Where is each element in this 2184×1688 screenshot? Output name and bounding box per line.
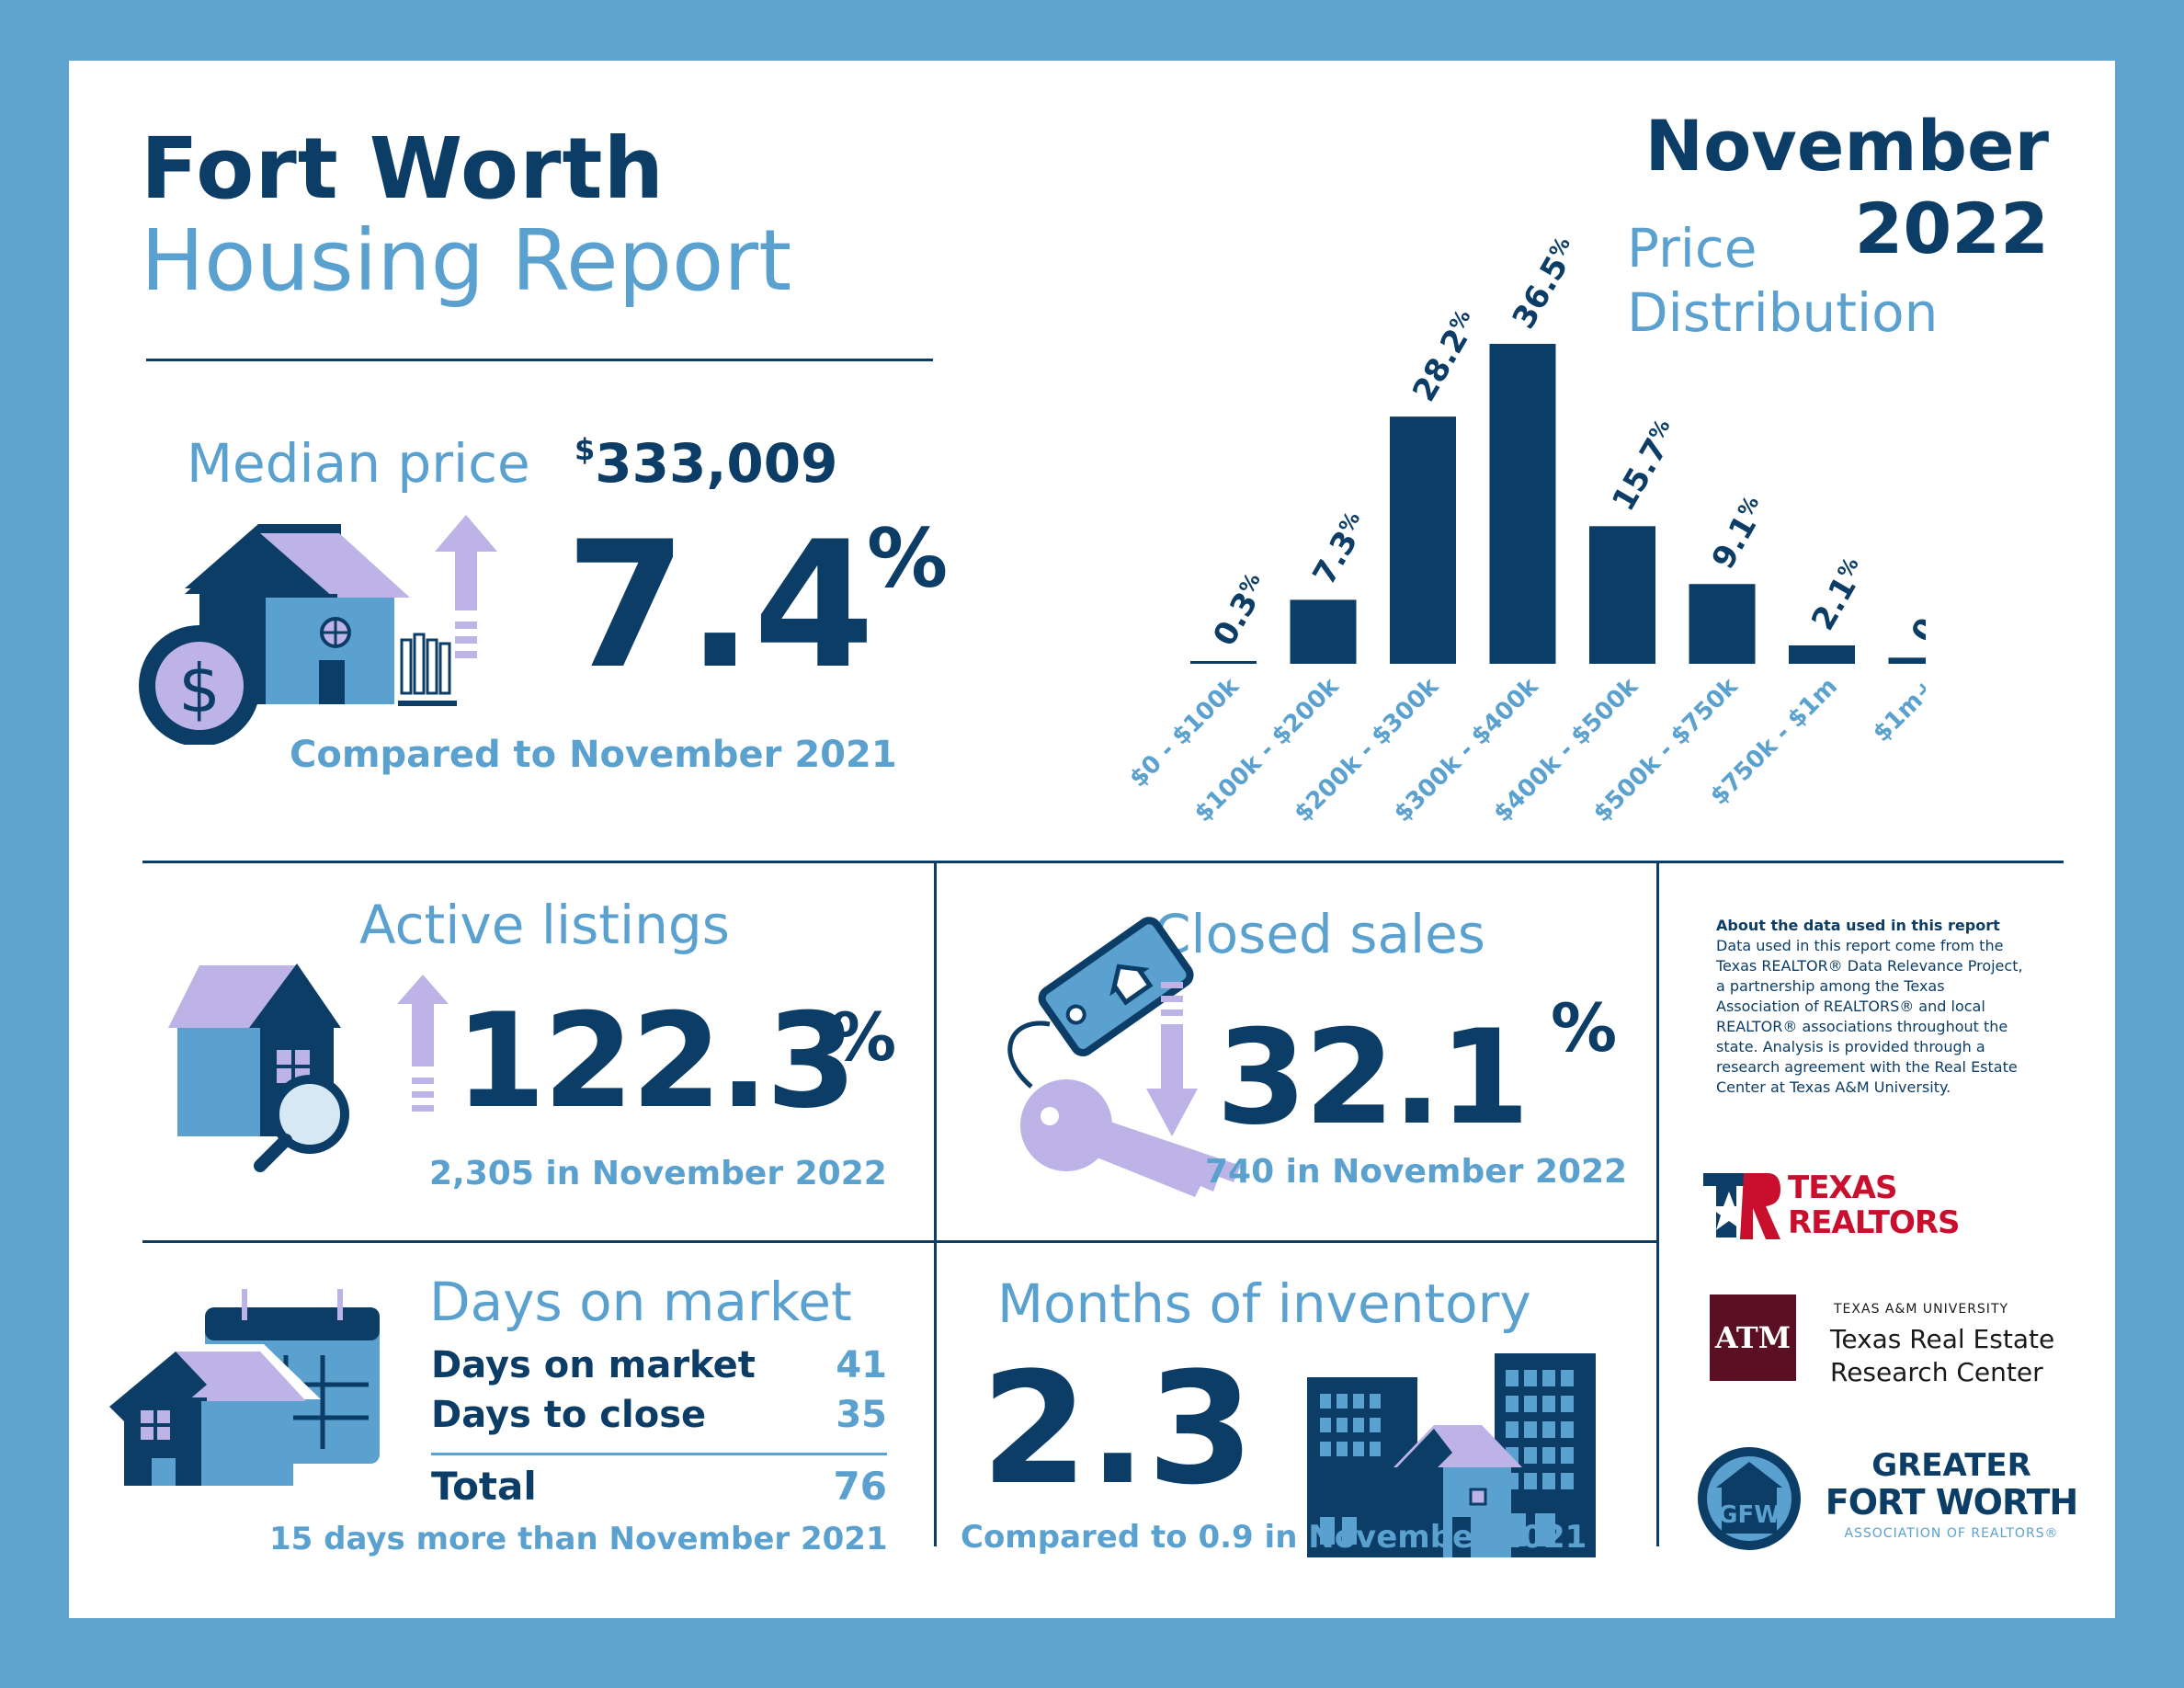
house-search-illustration [168, 964, 349, 1172]
total-row-label: Total [431, 1464, 537, 1509]
gfw-mark: GFW [1718, 1501, 1780, 1529]
texas-realtors-line1: TEXAS [1788, 1169, 1897, 1206]
dom-row-value: 41 [836, 1344, 887, 1386]
chart-value-label: 2.1% [1804, 553, 1874, 636]
days-on-market-title: Days on market [429, 1271, 852, 1333]
chart-bar [1489, 344, 1556, 664]
gfw-line2: FORT WORTH [1825, 1482, 2078, 1523]
closed-down-arrow-icon [1146, 982, 1198, 1136]
chart-value-label: 0.7% [1905, 565, 1926, 649]
chart-value-label: 36.5% [1506, 233, 1587, 336]
dom-comparison: 15 days more than November 2021 [269, 1521, 888, 1557]
chart-title-line1: Price [1627, 217, 1757, 279]
about-line: Data used in this report come from the [1716, 937, 2004, 954]
dtc-row-label: Days to close [431, 1394, 707, 1436]
tamu-line1: Texas Real Estate [1830, 1324, 2055, 1354]
city-title: Fort Worth [141, 120, 665, 218]
total-row-value: 76 [833, 1464, 887, 1509]
magnifier-icon [270, 1075, 349, 1154]
year-label: 2022 [1854, 188, 2049, 269]
median-change-value: 7.4 [565, 504, 875, 707]
section-divider-main [142, 861, 2064, 863]
house-dollar-illustration: $ [139, 524, 457, 745]
chart-value-label: 0.3% [1206, 568, 1276, 652]
total-divider [431, 1453, 887, 1455]
buildings-illustration [1307, 1353, 1596, 1557]
house-side [201, 1401, 293, 1486]
closed-sales-percent: % [1551, 989, 1618, 1066]
house-roof [260, 533, 410, 598]
header-divider [146, 359, 933, 361]
months-inventory-comparison: Compared to 0.9 in November 2021 [961, 1519, 1587, 1556]
median-price-amount: 333,009 [595, 432, 838, 495]
active-up-arrow-icon [397, 975, 449, 1112]
tamu-line2: Research Center [1830, 1357, 2043, 1387]
about-line: research agreement with the Real Estate [1716, 1058, 2018, 1076]
column-divider-1 [934, 862, 937, 1546]
key-tag-illustration [1007, 917, 1241, 1197]
closed-sales-detail: 740 in November 2022 [1205, 1153, 1628, 1191]
median-comparison: Compared to November 2021 [290, 734, 897, 776]
tamu-mark: ATM [1714, 1320, 1792, 1355]
gfw-line1: GREATER [1871, 1447, 2031, 1484]
dom-row-label: Days on market [431, 1344, 756, 1386]
house-side [177, 1028, 269, 1136]
median-price-value: $333,009 [574, 432, 837, 495]
calendar-house-illustration [109, 1289, 380, 1486]
texas-realtors-line2: REALTORS [1788, 1204, 1961, 1241]
texas-realtors-logo-icon [1703, 1173, 1780, 1239]
chart-value-label: 15.7% [1605, 415, 1686, 518]
tamu-logo-icon: ATM [1710, 1295, 1796, 1381]
about-line: Texas REALTOR® Data Relevance Project, [1716, 957, 2023, 975]
closed-sales-value: 32.1 [1216, 1002, 1530, 1154]
about-line: Association of REALTORS® and local [1716, 998, 1985, 1015]
chart-bar [1190, 661, 1257, 664]
months-inventory-title: Months of inventory [997, 1272, 1531, 1335]
chart-title-line2: Distribution [1627, 281, 1939, 344]
gfw-logo-icon: GFW [1698, 1447, 1801, 1550]
about-line: Center at Texas A&M University. [1716, 1078, 1951, 1096]
chart-value-label: 7.3% [1306, 508, 1376, 591]
key-icon [1020, 1079, 1112, 1171]
active-listings-value: 122.3 [455, 986, 857, 1137]
dtc-row-value: 35 [836, 1394, 887, 1436]
gfw-line3: ASSOCIATION OF REALTORS® [1844, 1526, 2059, 1541]
chart-value-label: 28.2% [1405, 305, 1486, 408]
active-listings-label: Active listings [359, 894, 730, 956]
about-line: REALTOR® associations throughout the [1716, 1018, 2008, 1035]
about-line: state. Analysis is provided through a [1716, 1038, 1985, 1055]
median-price-currency: $ [574, 432, 596, 467]
about-line: a partnership among the Texas [1716, 977, 1945, 995]
svg-text:$: $ [178, 650, 221, 727]
chart-bar [1789, 644, 1855, 664]
chart-value-label: 9.1% [1705, 491, 1775, 575]
chart-category-label: $1m+ [1868, 673, 1926, 747]
active-listings-percent: % [830, 998, 897, 1076]
median-price-label: Median price [187, 432, 530, 495]
month-label: November [1644, 105, 2049, 187]
active-listings-detail: 2,305 in November 2022 [429, 1155, 887, 1192]
chart-bar [1888, 657, 1926, 664]
chart-bar [1689, 584, 1756, 664]
column-divider-2 [1656, 862, 1659, 1546]
closed-sales-label: Closed sales [1154, 903, 1486, 965]
chart-bar [1390, 416, 1456, 664]
dollar-icon [155, 642, 244, 730]
tamu-small-label: TEXAS A&M UNIVERSITY [1834, 1302, 2009, 1317]
row-divider [142, 1240, 1658, 1243]
chart-bar [1589, 526, 1655, 664]
about-data-section: About the data used in this report Data … [1716, 916, 2065, 1098]
months-inventory-value: 2.3 [981, 1339, 1255, 1519]
about-heading: About the data used in this report [1716, 917, 2000, 934]
fence-icon [400, 633, 451, 695]
report-subtitle: Housing Report [141, 211, 792, 310]
median-up-arrow-icon [435, 515, 497, 658]
median-change-percent: % [867, 511, 949, 606]
chart-bar [1290, 599, 1357, 664]
report-card: Fort Worth Housing Report November 2022 … [69, 61, 2115, 1618]
